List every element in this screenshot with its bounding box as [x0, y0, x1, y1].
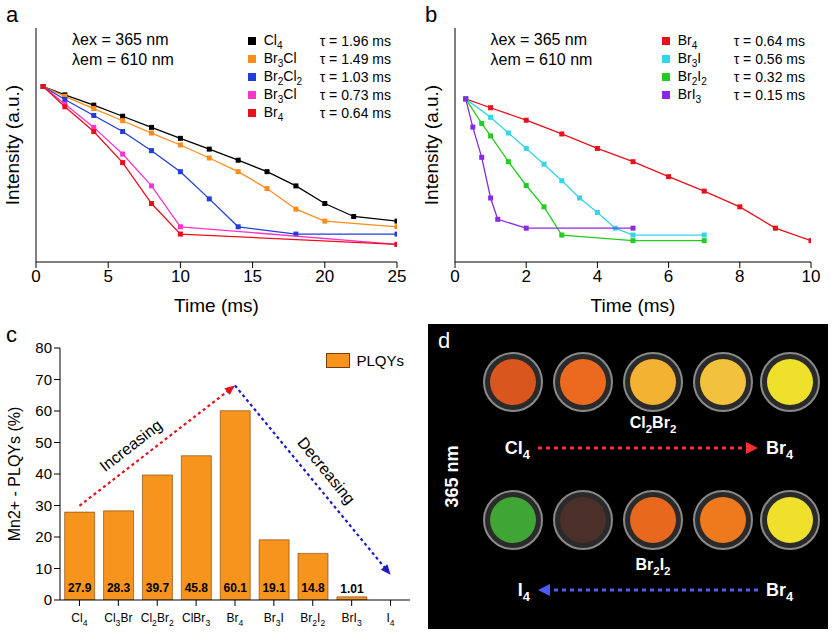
- svg-text:30: 30: [35, 497, 52, 514]
- html-text:τ = 1.49 ms: τ = 1.49 ms: [319, 51, 391, 67]
- svg-text:19.1: 19.1: [262, 581, 286, 595]
- svg-text:Br4: Br4: [766, 438, 794, 462]
- svg-text:0: 0: [44, 591, 52, 608]
- svg-text:25: 25: [388, 267, 407, 286]
- html-text:λem = 610 nm: λem = 610 nm: [490, 51, 593, 68]
- svg-text:5: 5: [103, 267, 112, 286]
- html-text:PLQYs: PLQYs: [356, 352, 404, 369]
- html-text:τ = 0.64 ms: τ = 0.64 ms: [733, 33, 805, 49]
- html-text:λem = 610 nm: λem = 610 nm: [72, 51, 174, 68]
- html-text:Br2Cl2: Br2Cl2: [263, 67, 303, 87]
- svg-text:20: 20: [315, 267, 334, 286]
- svg-text:ClBr3: ClBr3: [182, 611, 210, 628]
- svg-text:I4: I4: [386, 611, 394, 628]
- svg-text:1.01: 1.01: [340, 582, 364, 596]
- svg-text:Time (ms): Time (ms): [174, 295, 259, 316]
- svg-text:15: 15: [243, 267, 262, 286]
- html-text:Decreasing: Decreasing: [294, 434, 359, 508]
- svg-text:50: 50: [35, 434, 52, 451]
- html-text:Br4: Br4: [677, 31, 698, 51]
- svg-text:Cl2Br2: Cl2Br2: [630, 414, 677, 435]
- svg-text:Br3I: Br3I: [264, 611, 284, 628]
- svg-text:d: d: [438, 328, 450, 353]
- svg-text:BrI3: BrI3: [342, 611, 362, 628]
- html-text:λex = 365 nm: λex = 365 nm: [490, 31, 588, 48]
- html-text:Br3I: Br3I: [677, 49, 702, 69]
- html-text:τ = 0.56 ms: τ = 0.56 ms: [733, 51, 805, 67]
- svg-text:Cl4: Cl4: [71, 611, 87, 628]
- svg-text:Intensity (a.u.): Intensity (a.u.): [421, 85, 442, 205]
- svg-text:27.9: 27.9: [68, 581, 92, 595]
- svg-text:Time (ms): Time (ms): [591, 295, 676, 316]
- html-text:τ = 0.64 ms: τ = 0.64 ms: [319, 105, 391, 121]
- svg-text:Cl4: Cl4: [505, 438, 531, 462]
- svg-text:10: 10: [35, 560, 52, 577]
- svg-text:39.7: 39.7: [146, 581, 170, 595]
- svg-text:Intensity (a.u.): Intensity (a.u.): [2, 85, 23, 205]
- svg-text:14.8: 14.8: [301, 581, 325, 595]
- svg-text:Br2I2: Br2I2: [300, 611, 325, 628]
- svg-text:6: 6: [664, 267, 673, 286]
- html-text:Increasing: Increasing: [96, 416, 166, 475]
- html-text:Br3Cl: Br3Cl: [263, 49, 297, 69]
- svg-text:45.8: 45.8: [185, 581, 209, 595]
- svg-text:10: 10: [802, 267, 821, 286]
- html-text:τ = 1.96 ms: τ = 1.96 ms: [319, 33, 391, 49]
- svg-text:Br2I2: Br2I2: [635, 556, 670, 577]
- html-text:τ = 0.73 ms: τ = 0.73 ms: [319, 87, 391, 103]
- svg-text:Cl2Br2: Cl2Br2: [141, 611, 174, 628]
- html-text:c: c: [6, 322, 17, 347]
- svg-text:0: 0: [31, 267, 40, 286]
- svg-text:28.3: 28.3: [107, 581, 131, 595]
- svg-text:8: 8: [735, 267, 744, 286]
- html-text:BrI3: BrI3: [677, 85, 702, 105]
- html-text:τ = 0.32 ms: τ = 0.32 ms: [733, 69, 805, 85]
- html-text:τ = 0.15 ms: τ = 0.15 ms: [733, 87, 805, 103]
- svg-text:0: 0: [450, 267, 459, 286]
- svg-text:Cl3Br: Cl3Br: [104, 611, 132, 628]
- svg-text:60.1: 60.1: [224, 581, 248, 595]
- svg-text:80: 80: [35, 339, 52, 356]
- svg-text:Br4: Br4: [227, 611, 244, 628]
- html-text:τ = 1.03 ms: τ = 1.03 ms: [319, 69, 391, 85]
- html-text:λex = 365 nm: λex = 365 nm: [72, 31, 169, 48]
- html-text:Br2I2: Br2I2: [677, 67, 707, 87]
- svg-text:70: 70: [35, 371, 52, 388]
- svg-text:20: 20: [35, 528, 52, 545]
- svg-text:365 nm: 365 nm: [442, 445, 462, 507]
- html-text:a: a: [6, 2, 19, 27]
- html-text:Cl4: Cl4: [263, 31, 283, 51]
- svg-text:60: 60: [35, 402, 52, 419]
- svg-text:4: 4: [593, 267, 602, 286]
- svg-text:10: 10: [171, 267, 190, 286]
- svg-text:Mn2+ - PLQYs (%): Mn2+ - PLQYs (%): [6, 407, 23, 542]
- svg-text:Br4: Br4: [766, 580, 794, 604]
- svg-text:I4: I4: [518, 580, 531, 604]
- html-text:Br4: Br4: [263, 103, 284, 123]
- svg-text:2: 2: [521, 267, 530, 286]
- svg-text:40: 40: [35, 465, 52, 482]
- html-text:Br3Cl: Br3Cl: [263, 85, 297, 105]
- html-text:b: b: [425, 2, 438, 27]
